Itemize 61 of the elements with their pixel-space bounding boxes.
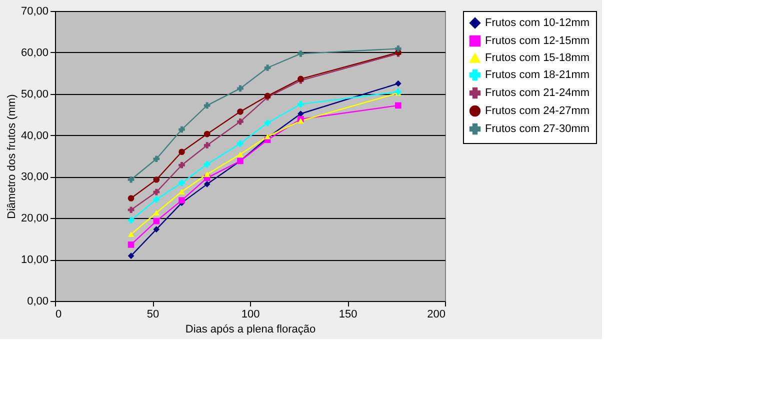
- point: [237, 108, 244, 115]
- point: [153, 188, 160, 196]
- point: [264, 120, 271, 126]
- point: [237, 85, 244, 92]
- point: [128, 176, 134, 183]
- point: [178, 197, 185, 204]
- point: [204, 102, 210, 109]
- legend-label: Frutos com 21-24mm: [485, 87, 590, 99]
- point: [128, 241, 134, 248]
- y-tick-label: 10,00: [20, 254, 48, 266]
- point: [153, 226, 160, 232]
- y-tick-label: 0,00: [27, 296, 48, 308]
- point: [298, 118, 304, 124]
- point: [153, 156, 160, 162]
- point: [153, 210, 160, 216]
- point: [153, 218, 160, 224]
- y-tick-label: 50,00: [20, 88, 48, 100]
- y-tick-label: 60,00: [20, 46, 48, 59]
- point: [264, 64, 271, 71]
- point: [395, 46, 402, 52]
- x-axis-title: Dias após a plena floração: [185, 324, 316, 336]
- point: [237, 140, 244, 147]
- point: [395, 80, 402, 87]
- legend-label: Frutos com 10-12mm: [485, 17, 590, 29]
- point: [128, 217, 134, 224]
- point: [178, 148, 185, 156]
- point: [128, 195, 134, 202]
- legend-label: Frutos com 12-15mm: [485, 35, 590, 47]
- x-tick-label: 200: [427, 308, 446, 320]
- point: [128, 252, 134, 260]
- x-tick-label: 150: [338, 308, 358, 320]
- point: [204, 171, 210, 177]
- point: [153, 176, 160, 183]
- point: [298, 50, 304, 57]
- y-tick-label: 70,00: [20, 6, 48, 18]
- point: [204, 161, 210, 168]
- y-axis-title: Diâmetro dos frutos (mm): [6, 94, 18, 219]
- point: [178, 126, 185, 133]
- legend-label: Frutos com 27-30mm: [485, 123, 590, 135]
- point: [237, 118, 244, 125]
- y-tick-label: 20,00: [20, 212, 48, 225]
- x-tick-label: 100: [241, 308, 260, 320]
- point: [237, 152, 244, 158]
- point: [178, 188, 185, 194]
- y-tick-label: 30,00: [20, 171, 48, 184]
- point: [395, 102, 402, 109]
- point: [128, 206, 134, 214]
- legend-label: Frutos com 18-21mm: [485, 69, 590, 81]
- x-tick-label: 0: [56, 308, 62, 320]
- point: [204, 181, 210, 188]
- legend-label: Frutos com 24-27mm: [485, 105, 590, 117]
- y-tick-label: 40,00: [20, 130, 48, 142]
- point: [204, 130, 210, 138]
- point: [178, 162, 185, 168]
- point: [178, 180, 185, 186]
- x-tick-label: 50: [146, 308, 160, 320]
- point: [153, 196, 160, 203]
- point: [298, 101, 304, 108]
- point: [128, 232, 134, 238]
- legend-label: Frutos com 15-18mm: [485, 52, 590, 64]
- point: [204, 142, 210, 148]
